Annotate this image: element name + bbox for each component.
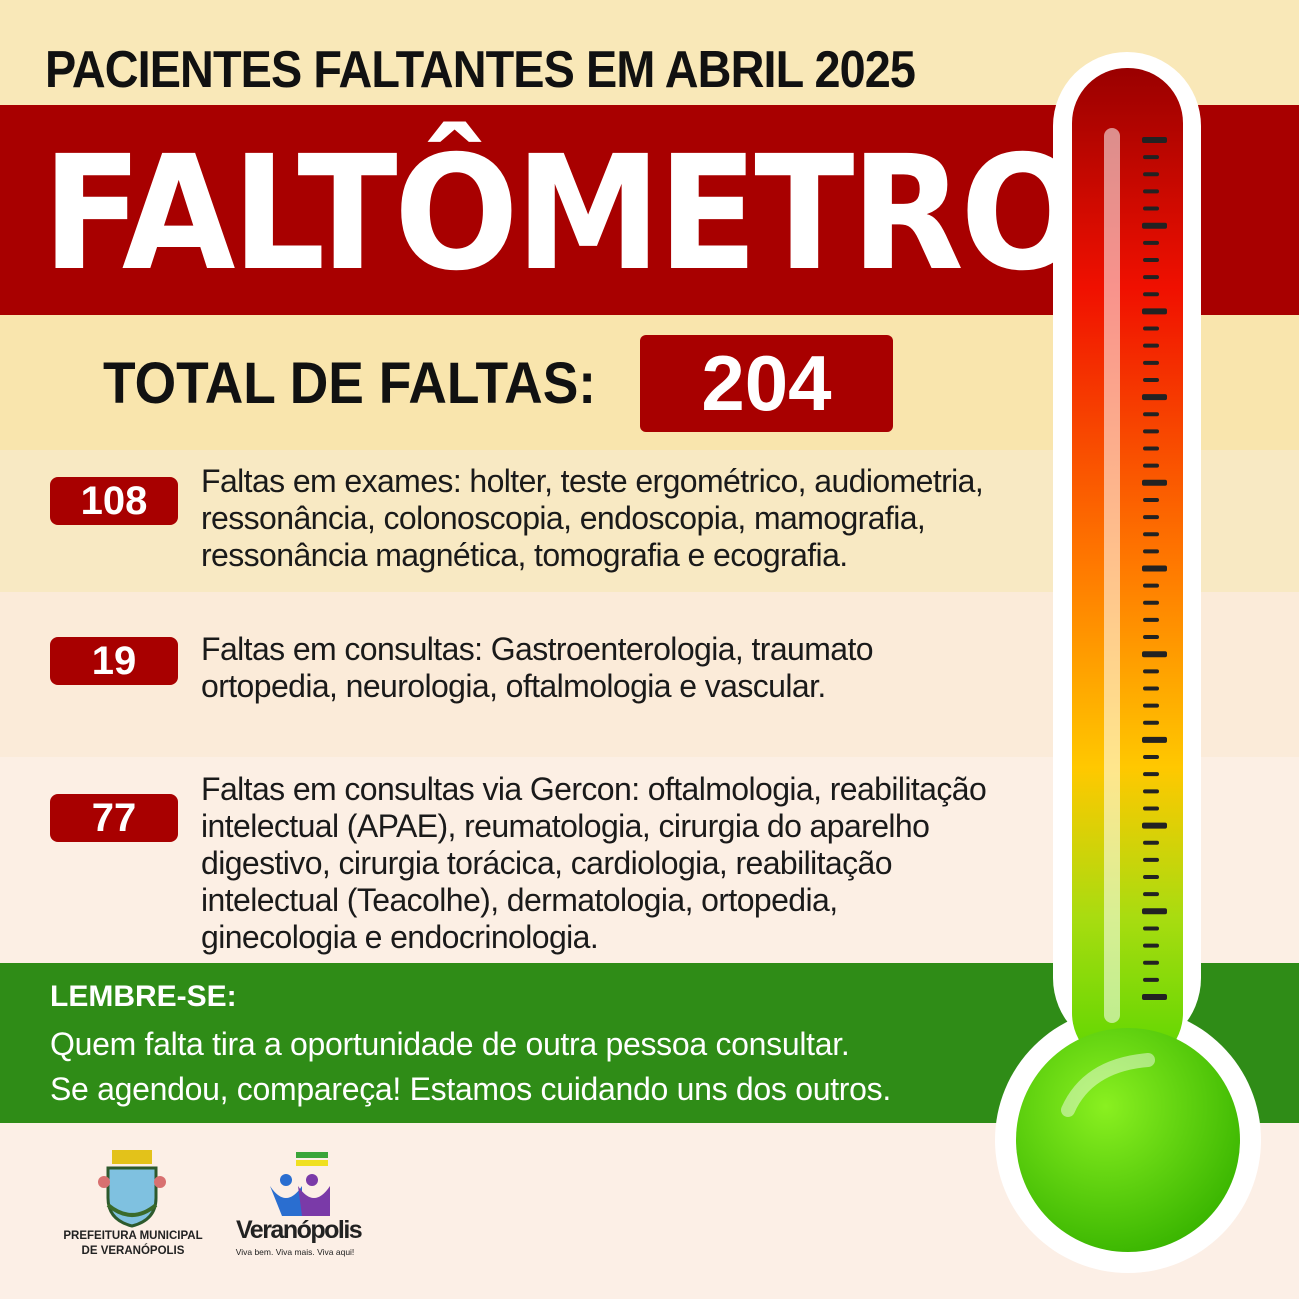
minor-tick (1143, 549, 1159, 554)
desc-line: ressonância magnética, tomografia e ecog… (201, 537, 848, 573)
desc-line: ortopedia, neurologia, oftalmologia e va… (201, 668, 826, 704)
minor-tick (1143, 446, 1159, 451)
total-label: TOTAL DE FALTAS: (103, 351, 597, 416)
minor-tick (1143, 360, 1159, 365)
brand-slogan: Viva bem. Viva mais. Viva aqui! (235, 1247, 355, 1257)
thermometer-ticks (1142, 137, 1167, 1000)
count-badge: 19 (50, 637, 178, 685)
minor-tick (1143, 857, 1159, 862)
prefeitura-label: PREFEITURA MUNICIPAL DE VERANÓPOLIS (55, 1229, 211, 1259)
minor-tick (1143, 463, 1159, 468)
desc-line: intelectual (APAE), reumatologia, cirurg… (201, 808, 930, 844)
major-tick (1142, 479, 1167, 486)
minor-tick (1143, 172, 1159, 177)
subtitle: PACIENTES FALTANTES EM ABRIL 2025 (45, 41, 916, 99)
minor-tick (1143, 257, 1159, 262)
minor-tick (1143, 412, 1159, 417)
minor-tick (1143, 977, 1159, 982)
major-tick (1142, 308, 1167, 315)
desc-line: ressonância, colonoscopia, endoscopia, m… (201, 500, 926, 536)
item-description: Faltas em consultas: Gastroenterologia, … (201, 631, 1041, 705)
minor-tick (1143, 686, 1159, 691)
minor-tick (1143, 326, 1159, 331)
major-tick (1142, 222, 1167, 229)
brand-name: Veranópolis (236, 1216, 363, 1244)
minor-tick (1143, 669, 1159, 674)
count-badge: 108 (50, 477, 178, 525)
reminder-heading: LEMBRE-SE: (50, 980, 237, 1013)
minor-tick (1143, 377, 1159, 382)
desc-line: ginecologia e endocrinologia. (201, 919, 599, 955)
item-description: Faltas em consultas via Gercon: oftalmol… (201, 771, 1041, 956)
minor-tick (1143, 635, 1159, 640)
desc-line: Faltas em consultas: Gastroenterologia, … (201, 631, 874, 667)
reminder-message: Quem falta tira a oportunidade de outra … (50, 1022, 891, 1112)
total-value: 204 (640, 335, 893, 432)
count-badge: 77 (50, 794, 178, 842)
thermometer-body (995, 52, 1261, 1273)
minor-tick (1143, 497, 1159, 502)
prefeitura-line: PREFEITURA MUNICIPAL (63, 1230, 203, 1242)
minor-tick (1143, 617, 1159, 622)
minor-tick (1143, 532, 1159, 537)
minor-tick (1143, 806, 1159, 811)
minor-tick (1143, 720, 1159, 725)
coat-of-arms-logo (98, 1150, 166, 1228)
minor-tick (1143, 755, 1159, 760)
desc-line: Faltas em exames: holter, teste ergométr… (201, 463, 984, 499)
minor-tick (1143, 960, 1159, 965)
desc-line: digestivo, cirurgia torácica, cardiologi… (201, 845, 893, 881)
major-tick (1142, 651, 1167, 658)
minor-tick (1143, 892, 1159, 897)
minor-tick (1143, 703, 1159, 708)
minor-tick (1143, 189, 1159, 194)
item-description: Faltas em exames: holter, teste ergométr… (201, 463, 1041, 574)
minor-tick (1143, 840, 1159, 845)
minor-tick (1143, 206, 1159, 211)
major-tick (1142, 394, 1167, 401)
minor-tick (1143, 429, 1159, 434)
minor-tick (1143, 789, 1159, 794)
minor-tick (1143, 292, 1159, 297)
minor-tick (1143, 772, 1159, 777)
reminder-line: Quem falta tira a oportunidade de outra … (50, 1026, 850, 1062)
minor-tick (1143, 240, 1159, 245)
prefeitura-line: DE VERANÓPOLIS (81, 1245, 185, 1257)
minor-tick (1143, 583, 1159, 588)
minor-tick (1143, 155, 1159, 160)
minor-tick (1143, 275, 1159, 280)
minor-tick (1143, 515, 1159, 520)
major-tick (1142, 736, 1167, 743)
major-tick (1142, 908, 1167, 915)
page-title: FALTÔMETRO (42, 122, 1085, 306)
reminder-line: Se agendou, compareça! Estamos cuidando … (50, 1071, 891, 1107)
minor-tick (1143, 600, 1159, 605)
minor-tick (1143, 943, 1159, 948)
major-tick (1142, 994, 1167, 1000)
major-tick (1142, 137, 1167, 143)
minor-tick (1143, 343, 1159, 348)
desc-line: Faltas em consultas via Gercon: oftalmol… (201, 771, 987, 807)
minor-tick (1143, 875, 1159, 880)
minor-tick (1143, 926, 1159, 931)
people-flag-logo (270, 1152, 330, 1216)
major-tick (1142, 565, 1167, 572)
desc-line: intelectual (Teacolhe), dermatologia, or… (201, 882, 838, 918)
major-tick (1142, 822, 1167, 829)
